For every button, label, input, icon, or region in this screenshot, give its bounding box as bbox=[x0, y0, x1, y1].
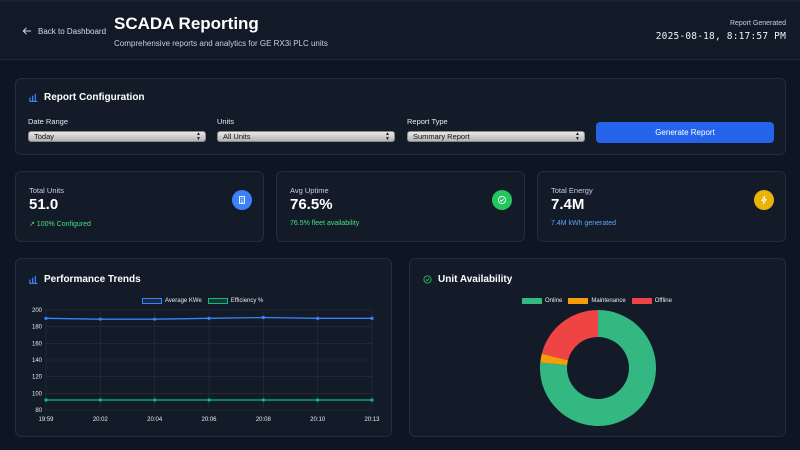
check-circle-icon bbox=[497, 195, 507, 205]
donut-slice-offline[interactable] bbox=[541, 310, 598, 361]
building-icon bbox=[239, 196, 245, 204]
data-point[interactable] bbox=[44, 398, 48, 402]
data-point[interactable] bbox=[44, 316, 48, 320]
bar-chart-icon bbox=[29, 275, 38, 284]
report-type-value: Summary Report bbox=[413, 132, 470, 141]
stat-label: Avg Uptime bbox=[290, 186, 329, 195]
legend-label: Average KWe bbox=[165, 298, 202, 304]
donut-slice-online[interactable] bbox=[540, 310, 656, 426]
data-point[interactable] bbox=[98, 317, 102, 321]
stat-value: 51.0 bbox=[29, 196, 59, 213]
date-range-select[interactable]: Today ▲ ▼ bbox=[28, 131, 206, 142]
report-type-label: Report Type bbox=[407, 117, 448, 126]
x-tick-label: 20:13 bbox=[364, 417, 380, 423]
performance-trends-panel: Performance Trends bbox=[15, 258, 392, 437]
legend-item-online[interactable]: Online bbox=[522, 298, 562, 304]
performance-trends-title: Performance Trends bbox=[29, 274, 141, 285]
y-tick-label: 180 bbox=[32, 325, 43, 331]
y-tick-label: 80 bbox=[35, 408, 42, 414]
back-label: Back to Dashboard bbox=[38, 26, 107, 36]
page-subtitle: Comprehensive reports and analytics for … bbox=[114, 39, 328, 48]
y-tick-label: 200 bbox=[32, 308, 43, 314]
stat-note: ↗ 100% Configured bbox=[29, 221, 91, 228]
legend-item-average-kwe[interactable]: Average KWe bbox=[142, 298, 202, 304]
data-point[interactable] bbox=[153, 317, 157, 321]
page-header: Back to Dashboard SCADA Reporting Compre… bbox=[0, 2, 800, 60]
stat-icon-badge bbox=[232, 190, 252, 210]
legend-swatch bbox=[207, 298, 228, 304]
data-point[interactable] bbox=[370, 398, 374, 402]
x-tick-label: 20:06 bbox=[201, 417, 217, 423]
lightning-icon bbox=[761, 195, 767, 205]
availability-legend: Online Maintenance Offline bbox=[522, 298, 678, 304]
top-border bbox=[0, 0, 800, 2]
stat-value: 7.4M bbox=[551, 196, 585, 213]
page-title: SCADA Reporting bbox=[114, 14, 259, 33]
generate-report-button[interactable]: Generate Report bbox=[596, 122, 774, 143]
data-point[interactable] bbox=[98, 398, 102, 402]
legend-label: Online bbox=[545, 298, 563, 304]
report-configuration-panel: Report Configuration bbox=[15, 78, 786, 155]
stat-card-total-units: Total Units 51.0 ↗ 100% Configured bbox=[15, 171, 264, 242]
performance-legend: Average KWe Efficiency % bbox=[142, 298, 269, 304]
bar-chart-icon bbox=[29, 93, 38, 102]
report-generated-label: Report Generated bbox=[729, 20, 786, 27]
select-arrows-icon: ▲ ▼ bbox=[575, 131, 580, 142]
report-generated-time: 2025-08-18, 8:17:57 PM bbox=[655, 31, 786, 42]
stat-label: Total Energy bbox=[551, 186, 593, 195]
legend-label: Efficiency % bbox=[230, 298, 264, 304]
units-label: Units bbox=[217, 117, 235, 126]
data-point[interactable] bbox=[370, 316, 374, 320]
data-point[interactable] bbox=[153, 398, 157, 402]
stat-note: 76.5% fleet availability bbox=[290, 220, 360, 227]
y-tick-label: 140 bbox=[32, 358, 43, 364]
legend-swatch bbox=[142, 298, 162, 304]
y-tick-label: 120 bbox=[32, 375, 43, 381]
stat-icon-badge bbox=[754, 190, 774, 210]
select-arrows-icon: ▲ ▼ bbox=[385, 131, 390, 142]
x-tick-label: 20:04 bbox=[147, 417, 163, 423]
units-value: All Units bbox=[223, 132, 251, 141]
y-tick-label: 160 bbox=[32, 341, 43, 347]
stat-value: 76.5% bbox=[290, 196, 333, 213]
y-tick-label: 100 bbox=[32, 391, 43, 397]
units-select[interactable]: All Units ▲ ▼ bbox=[217, 131, 395, 142]
x-tick-label: 20:02 bbox=[93, 417, 109, 423]
legend-swatch bbox=[631, 298, 652, 304]
x-tick-label: 19:59 bbox=[38, 417, 54, 423]
legend-label: Maintenance bbox=[591, 298, 626, 304]
stat-card-total-energy: Total Energy 7.4M 7.4M kWh generated bbox=[537, 171, 786, 242]
x-tick-label: 20:08 bbox=[256, 417, 272, 423]
select-arrows-icon: ▲ ▼ bbox=[196, 131, 201, 142]
data-point[interactable] bbox=[316, 316, 320, 320]
date-range-value: Today bbox=[34, 132, 55, 141]
legend-item-offline[interactable]: Offline bbox=[631, 298, 672, 304]
data-point[interactable] bbox=[207, 398, 211, 402]
data-point[interactable] bbox=[207, 316, 211, 320]
data-point[interactable] bbox=[261, 398, 265, 402]
unit-availability-title: Unit Availability bbox=[423, 274, 512, 285]
arrow-left-icon bbox=[22, 27, 31, 35]
stat-icon-badge bbox=[492, 190, 512, 210]
donut-slice-maintenance[interactable] bbox=[540, 353, 568, 366]
stat-card-avg-uptime: Avg Uptime 76.5% 76.5% fleet availabilit… bbox=[276, 171, 525, 242]
x-tick-label: 20:10 bbox=[310, 417, 326, 423]
legend-swatch bbox=[568, 298, 589, 304]
legend-item-efficiency[interactable]: Efficiency % bbox=[207, 298, 264, 304]
back-to-dashboard-link[interactable]: Back to Dashboard bbox=[22, 26, 106, 36]
legend-swatch bbox=[522, 298, 542, 304]
stat-label: Total Units bbox=[29, 186, 65, 195]
date-range-label: Date Range bbox=[28, 117, 69, 126]
data-point[interactable] bbox=[261, 315, 265, 320]
report-type-select[interactable]: Summary Report ▲ ▼ bbox=[407, 131, 585, 142]
legend-label: Offline bbox=[654, 298, 672, 304]
availability-donut-chart bbox=[540, 310, 656, 426]
data-point[interactable] bbox=[316, 398, 320, 402]
legend-item-maintenance[interactable]: Maintenance bbox=[568, 298, 626, 304]
performance-line-chart: 80 100 120 140 160 180 200 19:59 20:02 20:04 20:06… bbox=[32, 308, 380, 423]
stat-note: 7.4M kWh generated bbox=[551, 220, 616, 227]
check-circle-icon bbox=[423, 275, 432, 284]
report-configuration-title: Report Configuration bbox=[29, 92, 145, 103]
